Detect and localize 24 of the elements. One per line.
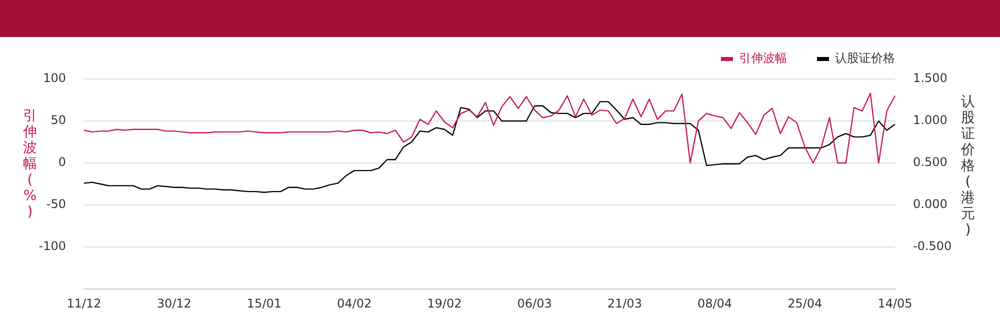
- y2-tick-label: 1.000: [913, 113, 948, 128]
- y-axis-title: 引伸波幅(%): [22, 108, 38, 220]
- x-tick-label: 30/12: [156, 296, 192, 310]
- x-tick-label: 04/02: [337, 296, 372, 310]
- x-tick-label: 25/04: [788, 296, 822, 310]
- x-tick-label: 21/03: [607, 296, 642, 310]
- y-tick-label: 100: [43, 71, 66, 86]
- y-tick-label: -100: [38, 239, 66, 254]
- x-tick-label: 19/02: [427, 296, 462, 310]
- x-tick-label: 06/03: [517, 296, 552, 310]
- text: 认股证价格(港元): [961, 94, 975, 238]
- legend-label: 引伸波幅: [739, 51, 787, 65]
- x-tick-label: 11/12: [66, 296, 102, 310]
- x-tick-label: 15/01: [246, 296, 282, 310]
- legend-label: 认股证价格: [835, 51, 895, 65]
- y-tick-label: 50: [50, 113, 66, 128]
- y-tick-label: -50: [46, 197, 66, 212]
- y2-tick-label: 0.000: [913, 197, 948, 212]
- y2-tick-label: -0.500: [913, 239, 952, 254]
- x-tick-label: 08/04: [697, 296, 732, 310]
- x-tick-label: 14/05: [878, 296, 912, 310]
- y-tick-label: 0: [58, 155, 66, 170]
- y2-tick-label: 1.500: [913, 71, 948, 86]
- y2-tick-label: 0.500: [913, 155, 948, 170]
